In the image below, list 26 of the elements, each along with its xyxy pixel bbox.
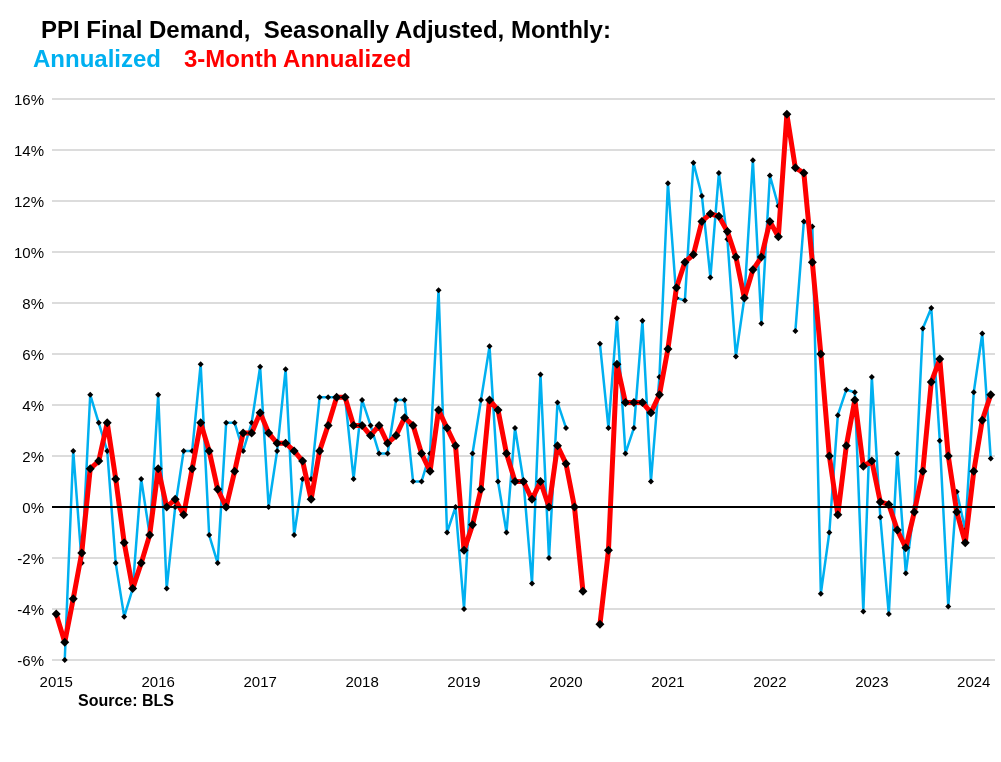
y-tick-label: 14% [13, 141, 44, 159]
text: 3-Month Annualized [184, 44, 412, 72]
y-tick-label: 6% [22, 345, 44, 363]
y-tick-label: -6% [17, 651, 44, 669]
source-note: Source: BLS [78, 691, 175, 709]
x-tick-label: 2021 [651, 673, 685, 690]
x-tick-label: 2017 [243, 673, 277, 690]
y-tick-label: 12% [13, 192, 44, 210]
x-tick-label: 2024 [957, 673, 991, 690]
y-tick-label: 2% [22, 447, 44, 465]
y-tick-label: -4% [17, 600, 44, 618]
y-tick-label: 0% [22, 498, 44, 516]
x-tick-label: 2019 [447, 673, 481, 690]
y-tick-label: 16% [13, 90, 44, 108]
x-tick-label: 2023 [855, 673, 889, 690]
y-tick-label: 8% [22, 294, 44, 312]
y-tick-label: 4% [22, 396, 44, 414]
x-tick-label: 2016 [141, 673, 175, 690]
x-tick-label: 2018 [345, 673, 379, 690]
y-tick-label: 10% [13, 243, 44, 261]
x-tick-label: 2015 [39, 673, 73, 690]
x-tick-label: 2020 [549, 673, 583, 690]
text: Annualized [33, 44, 162, 72]
x-tick-label: 2022 [753, 673, 787, 690]
y-tick-label: -2% [17, 549, 44, 567]
chart-title: PPI Final Demand, Seasonally Adjusted, Monthly: [41, 15, 611, 43]
